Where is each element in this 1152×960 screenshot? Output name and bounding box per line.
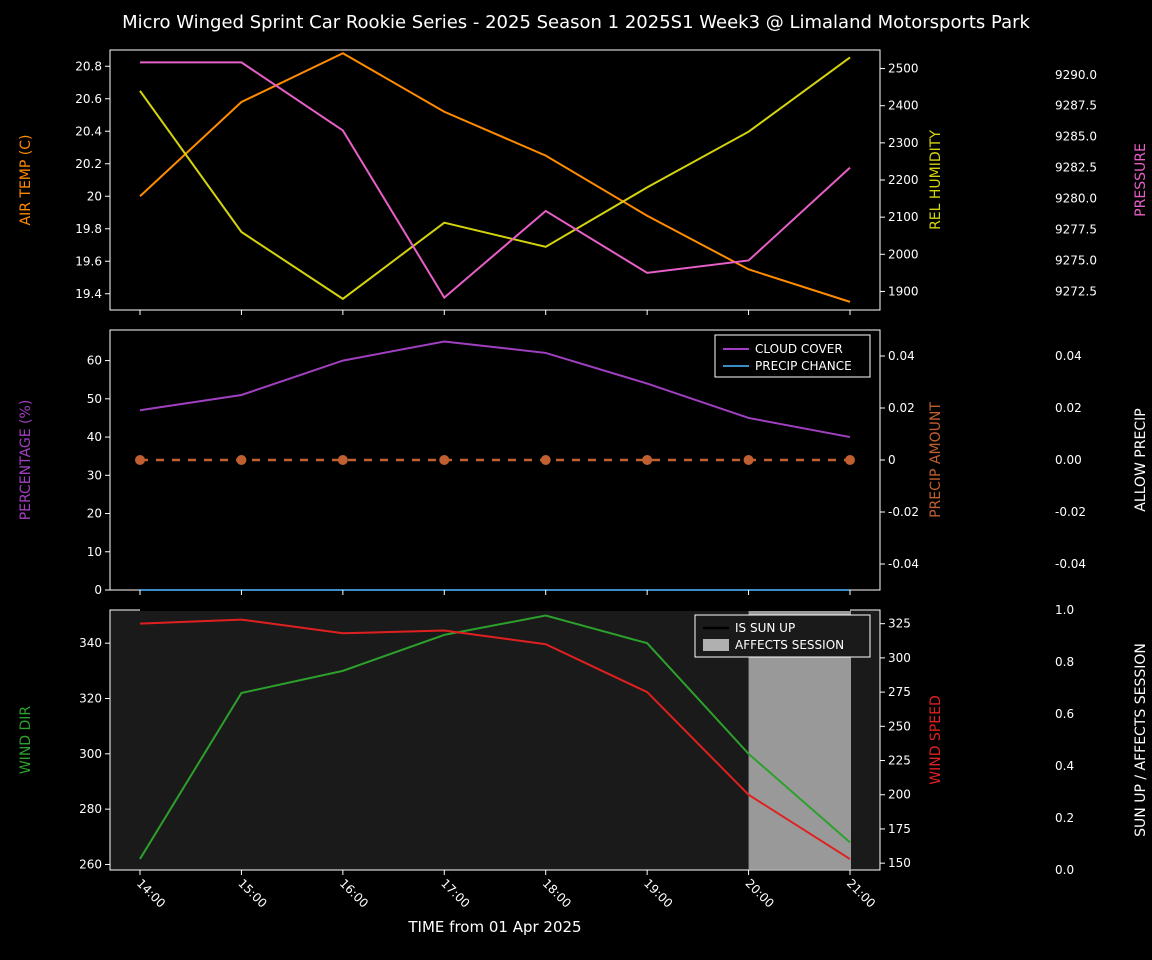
panel-2: 0 10 20 30 40 50 60 PERCENTAGE (%) -0.04 -0.02 0 0.…: [18, 330, 1149, 597]
percentage-axis-tick: 30: [87, 468, 102, 482]
airtemp-axis-tick: 19.6: [75, 254, 102, 268]
legend-cloud: CLOUD COVER: [755, 342, 843, 356]
chart-title: Micro Winged Sprint Car Rookie Series - …: [122, 12, 1030, 33]
percentage-axis-tick: 60: [87, 354, 102, 368]
x-axis-label: TIME from 01 Apr 2025: [407, 918, 581, 936]
x-tick-label: 19:00: [641, 876, 675, 910]
winddir-axis-tick: 280: [79, 802, 102, 816]
precipamount-axis-tick: 0.02: [888, 401, 915, 415]
winddir-axis-tick: 320: [79, 692, 102, 706]
precipamount-marker: [744, 455, 754, 465]
precipamount-axis-tick: -0.02: [888, 505, 919, 519]
sun-tick: 0.2: [1055, 811, 1074, 825]
allowprecip-tick: 0.00: [1055, 453, 1082, 467]
panel2-legend: CLOUD COVER PRECIP CHANCE: [715, 335, 870, 377]
percentage-axis-tick: 50: [87, 392, 102, 406]
precipamount-marker: [236, 455, 246, 465]
windspeed-axis-tick: 250: [888, 719, 911, 733]
airtemp-axis-tick: 20.2: [75, 157, 102, 171]
airtemp-axis-tick: 20.4: [75, 124, 102, 138]
legend-affects: AFFECTS SESSION: [735, 638, 844, 652]
figure: Micro Winged Sprint Car Rookie Series - …: [0, 0, 1152, 960]
relhum-axis-tick: 2400: [888, 99, 919, 113]
pressure-tick: 9280.0: [1055, 192, 1097, 206]
airtemp-axis-label: AIR TEMP (C): [18, 135, 34, 226]
panel1-bg: [110, 50, 880, 310]
airtemp-axis-tick: 20: [87, 189, 102, 203]
sun-tick: 1.0: [1055, 603, 1074, 617]
relhum-axis-tick: 2000: [888, 247, 919, 261]
windspeed-axis-tick: 175: [888, 822, 911, 836]
pressure-tick: 9275.0: [1055, 253, 1097, 267]
x-tick-label: 16:00: [337, 876, 371, 910]
pressure-tick: 9272.5: [1055, 284, 1097, 298]
relhum-axis-tick: 2100: [888, 210, 919, 224]
sun-tick: 0.0: [1055, 863, 1074, 877]
relhum-axis-label: REL HUMIDITY: [928, 130, 944, 230]
precipamount-axis-tick: 0: [888, 453, 896, 467]
winddir-axis-tick: 300: [79, 747, 102, 761]
precipamount-axis-tick: -0.04: [888, 557, 919, 571]
precipamount-marker: [642, 455, 652, 465]
legend-sunup: IS SUN UP: [735, 621, 795, 635]
allowprecip-tick: -0.02: [1055, 505, 1086, 519]
x-tick-label: 14:00: [134, 876, 168, 910]
relhum-axis-tick: 2500: [888, 62, 919, 76]
pressure-tick: 9277.5: [1055, 223, 1097, 237]
x-tick-label: 20:00: [742, 876, 776, 910]
sun-tick: 0.8: [1055, 655, 1074, 669]
airtemp-axis-tick: 19.4: [75, 287, 102, 301]
precipamount-marker: [439, 455, 449, 465]
windspeed-axis-tick: 300: [888, 651, 911, 665]
airtemp-axis-tick: 20.8: [75, 59, 102, 73]
allowprecip-axis-label: ALLOW PRECIP: [1133, 408, 1149, 511]
allowprecip-tick: 0.02: [1055, 401, 1082, 415]
legend-precip: PRECIP CHANCE: [755, 359, 852, 373]
relhum-axis-tick: 1900: [888, 284, 919, 298]
precipamount-axis-tick: 0.04: [888, 349, 915, 363]
windspeed-axis-tick: 200: [888, 788, 911, 802]
windspeed-axis-tick: 150: [888, 856, 911, 870]
allowprecip-tick: 0.04: [1055, 349, 1082, 363]
percentage-axis-label: PERCENTAGE (%): [18, 400, 34, 521]
windspeed-axis-label: WIND SPEED: [928, 695, 944, 784]
winddir-axis-tick: 260: [79, 857, 102, 871]
x-tick-label: 17:00: [438, 876, 472, 910]
pressure-tick: 9285.0: [1055, 130, 1097, 144]
winddir-axis-label: WIND DIR: [18, 706, 34, 775]
airtemp-axis-tick: 20.6: [75, 92, 102, 106]
percentage-axis-tick: 20: [87, 507, 102, 521]
pressure-tick: 9282.5: [1055, 161, 1097, 175]
sun-tick: 0.6: [1055, 707, 1074, 721]
x-tick-label: 15:00: [235, 876, 269, 910]
x-tick-label: 21:00: [844, 876, 878, 910]
pressure-axis-label: PRESSURE: [1133, 143, 1149, 217]
percentage-axis-tick: 0: [94, 583, 102, 597]
relhum-axis-tick: 2300: [888, 136, 919, 150]
windspeed-axis-tick: 275: [888, 685, 911, 699]
allowprecip-tick: -0.04: [1055, 557, 1086, 571]
sun-tick: 0.4: [1055, 759, 1074, 773]
precipamount-axis-label: PRECIP AMOUNT: [928, 402, 944, 518]
x-tick-label: 18:00: [540, 876, 574, 910]
panel3-legend: IS SUN UP AFFECTS SESSION: [695, 615, 870, 657]
precipamount-marker: [338, 455, 348, 465]
precipamount-marker: [135, 455, 145, 465]
airtemp-axis-tick: 19.8: [75, 222, 102, 236]
precipamount-marker: [845, 455, 855, 465]
sun-axis-label: SUN UP / AFFECTS SESSION: [1133, 643, 1149, 837]
pressure-tick: 9290.0: [1055, 68, 1097, 82]
percentage-axis-tick: 40: [87, 430, 102, 444]
panel-3: 260 280 300 320 340 WIND DIR 150 175 200 225 250 27…: [18, 603, 1149, 936]
pressure-tick: 9287.5: [1055, 99, 1097, 113]
windspeed-axis-tick: 325: [888, 617, 911, 631]
windspeed-axis-tick: 225: [888, 754, 911, 768]
precipamount-marker: [541, 455, 551, 465]
panel-1: 19.4 19.6 19.8 20 20.2 20.4 20.6 20.8 AIR TEMP (…: [18, 50, 1149, 315]
relhum-axis-tick: 2200: [888, 173, 919, 187]
winddir-axis-tick: 340: [79, 636, 102, 650]
percentage-axis-tick: 10: [87, 545, 102, 559]
